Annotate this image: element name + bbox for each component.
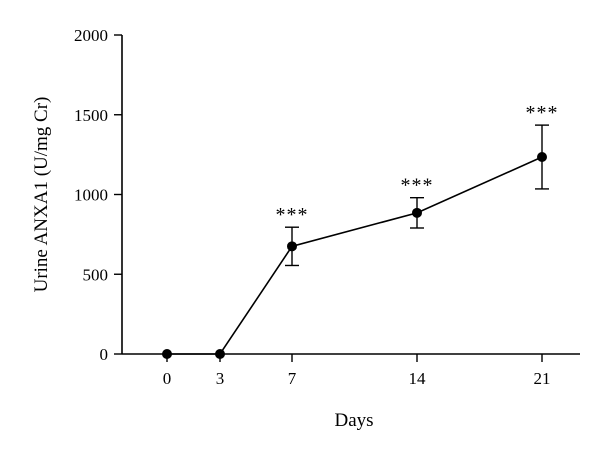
- y-axis-title: Urine ANXA1 (U/mg Cr): [31, 97, 52, 293]
- y-tick-label: 2000: [74, 26, 108, 45]
- x-tick-label: 21: [534, 369, 551, 388]
- series-line: [167, 156, 543, 355]
- x-tick-label: 0: [163, 369, 172, 388]
- data-point: [412, 207, 422, 218]
- x-tick-label: 14: [409, 369, 427, 388]
- x-tick-label: 3: [216, 369, 225, 388]
- y-tick-label: 0: [100, 345, 109, 364]
- x-axis-title: Days: [334, 410, 373, 431]
- x-ticks: 0 3 7 14 21: [163, 354, 551, 388]
- significance-label: ***: [276, 204, 309, 226]
- significance-label: ***: [526, 102, 559, 124]
- data-point: [287, 241, 297, 252]
- plot-area: *** *** ***: [162, 102, 559, 359]
- y-ticks: 0 500 1000 1500 2000: [74, 26, 122, 364]
- y-tick-label: 1000: [74, 186, 108, 205]
- axes: [121, 35, 580, 355]
- significance-label: ***: [401, 175, 434, 197]
- data-point: [537, 152, 547, 163]
- data-point: [162, 349, 172, 359]
- data-point: [215, 349, 225, 359]
- y-tick-label: 500: [83, 265, 109, 284]
- y-tick-label: 1500: [74, 106, 108, 125]
- x-tick-label: 7: [288, 369, 297, 388]
